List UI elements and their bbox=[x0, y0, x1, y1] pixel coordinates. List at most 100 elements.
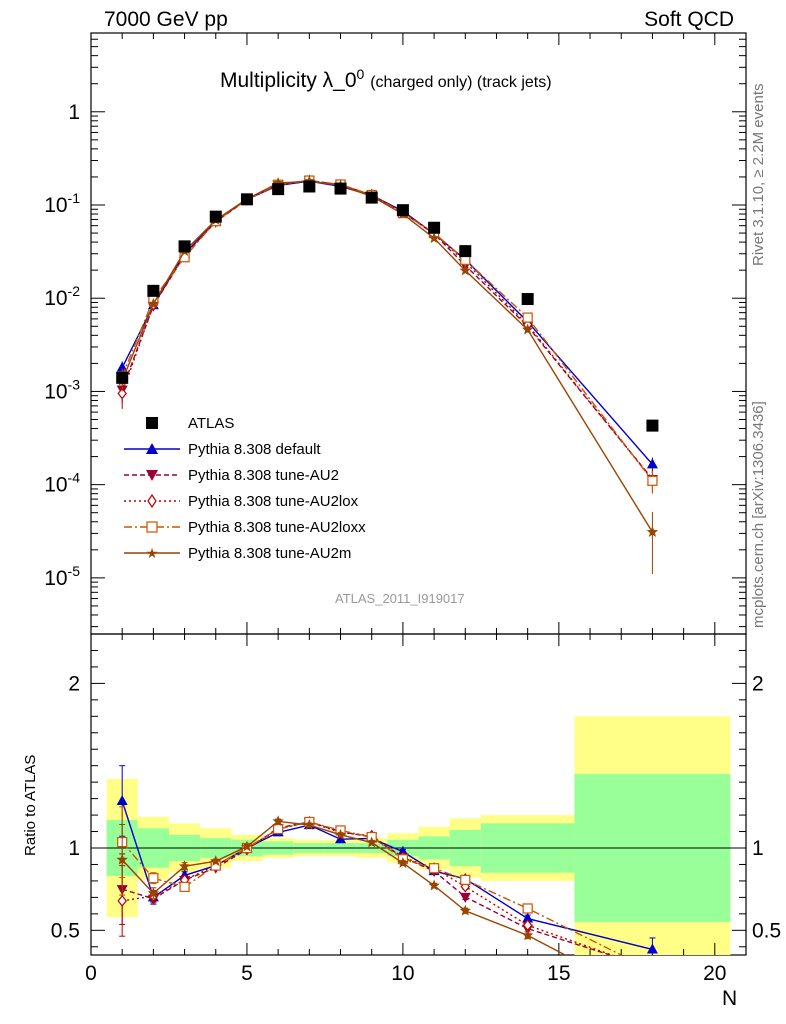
ratio-point bbox=[117, 894, 127, 907]
x-axis-label: N bbox=[722, 987, 738, 1010]
ratio-point bbox=[460, 874, 471, 885]
ratio-point bbox=[210, 855, 222, 867]
legend-marker-au2 bbox=[124, 470, 180, 481]
rivet-version-label: Rivet 3.1.10, ≥ 2.2M events bbox=[750, 83, 767, 267]
y-tick-label-ratio-right: 2 bbox=[752, 672, 764, 695]
atlas-data-point bbox=[334, 182, 347, 195]
series-line-ratio bbox=[121, 820, 567, 955]
ratio-point bbox=[116, 853, 128, 865]
atlas-data-point bbox=[521, 293, 534, 306]
chart-title: Multiplicity λ_00 (charged only) (track … bbox=[220, 66, 552, 93]
x-tick-label: 15 bbox=[547, 962, 570, 985]
legend-label-au2: Pythia 8.308 tune-AU2 bbox=[188, 466, 339, 484]
series-point bbox=[272, 177, 284, 188]
ratio-point bbox=[147, 887, 160, 899]
y-tick-label-main: 10-3 bbox=[44, 376, 80, 403]
ratio-point bbox=[459, 904, 471, 916]
legend-label-au2m: Pythia 8.308 tune-AU2m bbox=[188, 544, 352, 562]
series-point bbox=[646, 458, 658, 469]
ratio-point bbox=[179, 881, 190, 892]
legend-marker-au2lox bbox=[124, 493, 180, 509]
legend-marker-au2loxx bbox=[124, 521, 180, 533]
y-tick-label-main: 1 bbox=[68, 101, 80, 124]
ratio-point bbox=[334, 828, 347, 840]
x-tick-label: 0 bbox=[85, 962, 97, 985]
ratio-point bbox=[648, 966, 657, 975]
x-tick-label: 5 bbox=[241, 962, 253, 985]
ratio-point bbox=[521, 929, 534, 941]
y-tick-label-main: 10-4 bbox=[44, 470, 80, 497]
title-main: Multiplicity λ_0 bbox=[220, 69, 357, 92]
ratio-point bbox=[459, 892, 471, 903]
header-energy: 7000 GeV pp bbox=[104, 8, 228, 31]
y-tick-label-main: 10-5 bbox=[44, 563, 80, 590]
y-tick-label-main: 10-1 bbox=[44, 190, 80, 217]
legend-marker-atlas bbox=[146, 417, 158, 429]
ratio-point bbox=[366, 836, 378, 848]
ratio-point bbox=[241, 840, 253, 852]
ratio-point bbox=[522, 912, 534, 923]
ratio-point bbox=[428, 863, 440, 874]
legend-marker-default bbox=[124, 443, 180, 454]
series-point bbox=[428, 232, 440, 244]
ratio-point bbox=[428, 879, 440, 891]
ratio-point bbox=[647, 965, 658, 975]
ratio-point bbox=[116, 794, 128, 805]
atlas-data-point bbox=[209, 210, 222, 223]
atlas-data-point bbox=[428, 221, 441, 234]
legend-item-au2: Pythia 8.308 tune-AU2 bbox=[122, 462, 366, 488]
series-point bbox=[646, 526, 659, 537]
ratio-point bbox=[148, 873, 159, 884]
atlas-data-point bbox=[303, 180, 316, 193]
ratio-point bbox=[648, 964, 656, 974]
legend-item-default: Pythia 8.308 default bbox=[122, 436, 366, 462]
atlas-data-point bbox=[396, 204, 409, 217]
series-point bbox=[522, 312, 533, 323]
legend-marker-au2m: ★ bbox=[124, 546, 180, 562]
legend-item-au2lox: Pythia 8.308 tune-AU2lox bbox=[122, 488, 366, 514]
atlas-data-point bbox=[365, 191, 378, 204]
legend: ATLAS Pythia 8.308 default Pythia 8.308 … bbox=[122, 410, 366, 566]
ratio-point bbox=[273, 823, 284, 835]
y-tick-label-ratio-right: 1 bbox=[752, 837, 764, 860]
ratio-point bbox=[397, 845, 409, 856]
analysis-id: ATLAS_2011_I919017 bbox=[335, 591, 465, 606]
mcplots-label: mcplots.cern.ch [arXiv:1306.3436] bbox=[750, 401, 767, 628]
y-tick-label-main: 10-2 bbox=[44, 283, 80, 310]
series-point bbox=[117, 387, 127, 400]
y-tick-label-ratio: 0.5 bbox=[51, 919, 80, 942]
ratio-point bbox=[647, 995, 658, 1006]
atlas-data-point bbox=[646, 419, 659, 432]
legend-label-atlas: ATLAS bbox=[188, 414, 235, 432]
ratio-point bbox=[397, 856, 409, 868]
y-tick-label-ratio: 2 bbox=[68, 672, 80, 695]
series-point bbox=[459, 264, 471, 276]
title-superscript: 0 bbox=[356, 66, 365, 82]
ratio-plot-frame bbox=[90, 633, 747, 956]
x-tick-label: 10 bbox=[391, 962, 414, 985]
legend-item-atlas: ATLAS bbox=[122, 410, 366, 436]
series-line-ratio bbox=[122, 821, 614, 955]
title-small: (charged only) (track jets) bbox=[370, 74, 552, 91]
ratio-y-axis-label: Ratio to ATLAS bbox=[22, 754, 39, 856]
atlas-data-point bbox=[178, 240, 191, 253]
y-tick-label-ratio: 1 bbox=[68, 837, 80, 860]
atlas-data-point bbox=[272, 183, 285, 196]
ratio-point bbox=[303, 819, 316, 830]
series-point bbox=[147, 297, 160, 309]
series-point bbox=[521, 323, 534, 335]
series-line-ratio bbox=[121, 821, 623, 955]
ratio-point bbox=[522, 903, 533, 914]
y-tick-label-ratio-right: 0.5 bbox=[752, 919, 781, 942]
ratio-point bbox=[646, 943, 658, 954]
atlas-data-point bbox=[147, 284, 160, 297]
legend-item-au2loxx: Pythia 8.308 tune-AU2loxx bbox=[122, 514, 366, 540]
header-process: Soft QCD bbox=[644, 8, 734, 31]
legend-label-default: Pythia 8.308 default bbox=[188, 440, 321, 458]
atlas-data-point bbox=[240, 193, 253, 206]
atlas-data-point bbox=[459, 245, 472, 258]
ratio-point bbox=[178, 860, 191, 872]
ratio-point bbox=[272, 815, 284, 827]
legend-label-au2loxx: Pythia 8.308 tune-AU2loxx bbox=[188, 518, 366, 536]
